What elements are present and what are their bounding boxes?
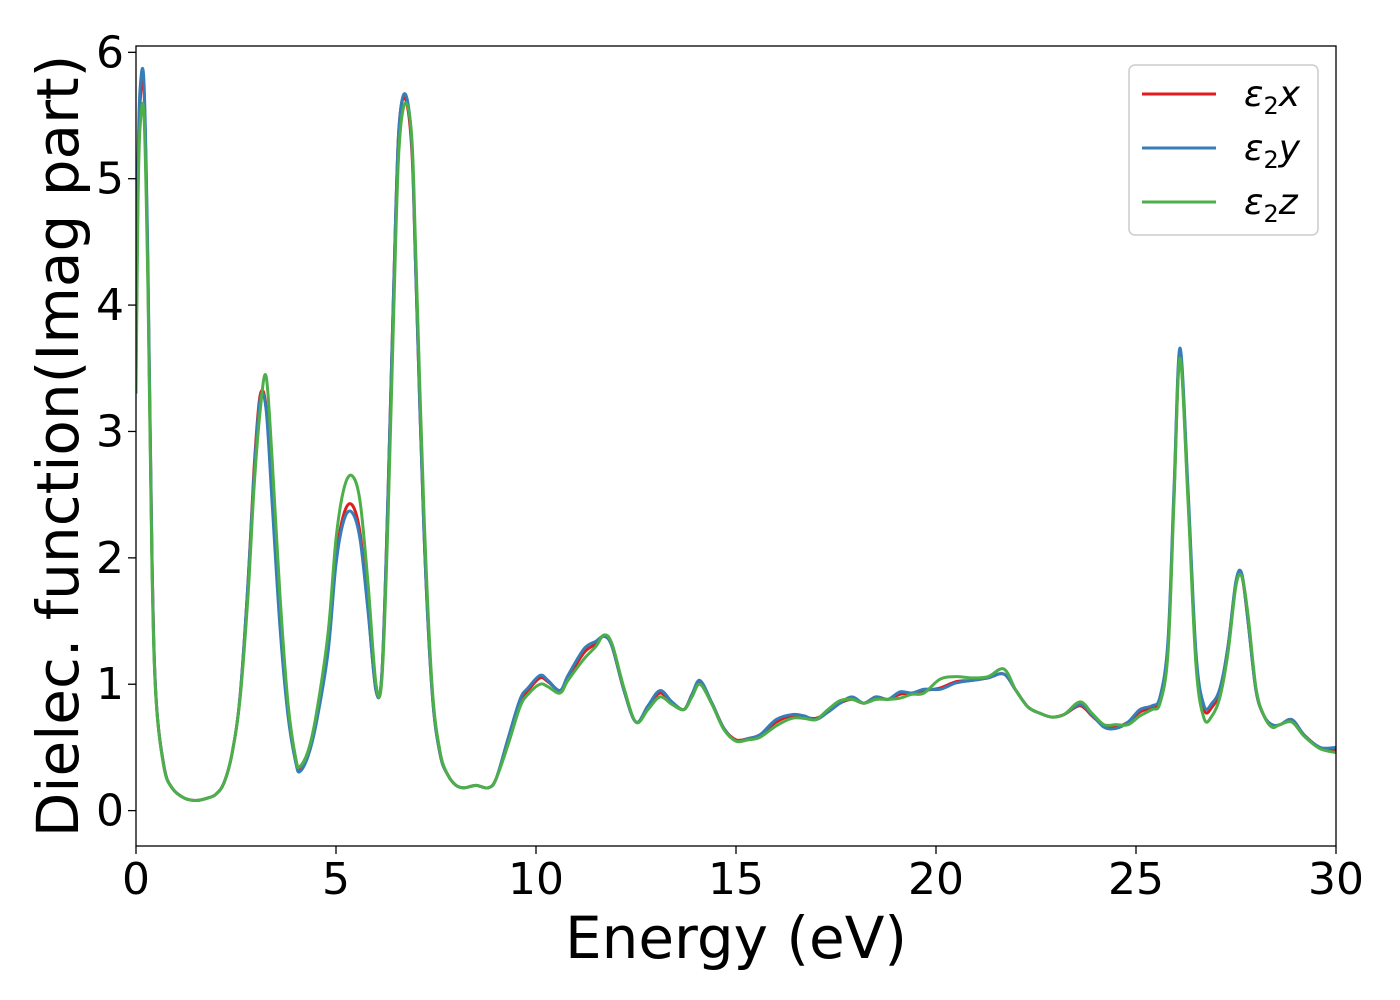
y-tick-label: 4 <box>96 280 124 331</box>
x-tick-label: 10 <box>508 854 564 905</box>
x-tick-label: 20 <box>908 854 964 905</box>
x-tick-label: 0 <box>122 854 150 905</box>
x-tick-label: 30 <box>1308 854 1364 905</box>
y-tick-label: 6 <box>96 27 124 78</box>
series-layer <box>136 66 1336 802</box>
series-line-z <box>136 101 1336 802</box>
y-axis-title: Dielec. function(Imag part) <box>24 55 92 838</box>
y-tick-label: 2 <box>96 533 124 584</box>
x-axis-title: Energy (eV) <box>565 904 907 972</box>
legend-label-z: ε2z <box>1244 182 1299 228</box>
legend-label-x: ε2x <box>1244 74 1301 120</box>
x-tick-label: 15 <box>708 854 764 905</box>
ticks-layer: 0 5 10 15 20 25 30 0 1 2 3 4 5 6 <box>96 27 1364 905</box>
legend-box <box>1128 64 1319 236</box>
y-tick-label: 3 <box>96 406 124 457</box>
legend-label-y: ε2y <box>1244 128 1301 174</box>
x-tick-label: 25 <box>1108 854 1164 905</box>
legend: ε2x ε2y ε2z <box>1128 64 1319 236</box>
y-tick-label: 0 <box>96 786 124 837</box>
y-tick-label: 1 <box>96 659 124 710</box>
x-tick-label: 5 <box>322 854 350 905</box>
y-tick-label: 5 <box>96 154 124 205</box>
